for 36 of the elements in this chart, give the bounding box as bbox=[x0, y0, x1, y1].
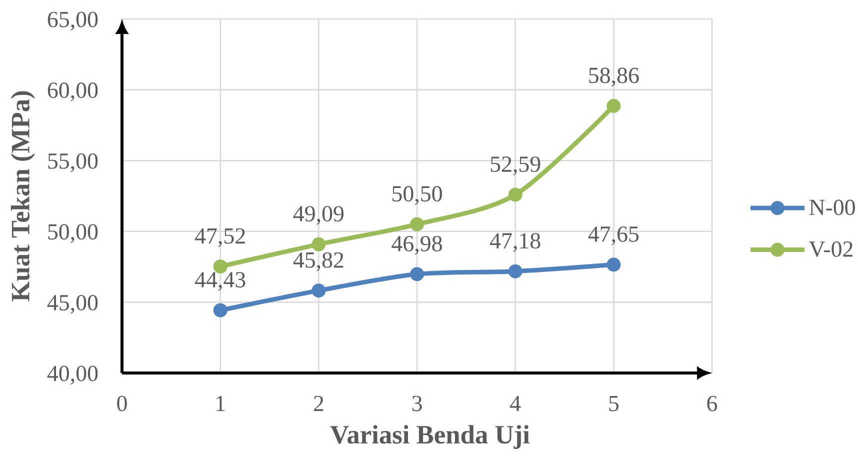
data-label: 47,65 bbox=[588, 226, 639, 246]
y-tick-label: 60,00 bbox=[48, 82, 98, 102]
x-tick-label: 5 bbox=[609, 396, 619, 412]
x-tick-label: 2 bbox=[314, 396, 324, 411]
y-tick-label: 45,00 bbox=[47, 294, 98, 314]
point bbox=[312, 237, 326, 252]
y-tick-label: 40,00 bbox=[47, 366, 98, 385]
x-tick-label: 4 bbox=[510, 396, 521, 411]
x-tick-label: 0 bbox=[117, 396, 127, 412]
y-tick-label: 65,00 bbox=[48, 12, 98, 31]
point bbox=[410, 267, 424, 282]
data-label: 58,86 bbox=[589, 68, 639, 86]
legend-label: V-02 bbox=[808, 241, 852, 257]
y-tick-label: 55,00 bbox=[48, 153, 98, 172]
data-label: 44,43 bbox=[195, 272, 246, 291]
point bbox=[508, 264, 522, 278]
data-label: 47,18 bbox=[490, 233, 540, 252]
point bbox=[410, 217, 424, 232]
point bbox=[606, 258, 621, 272]
point bbox=[213, 303, 228, 318]
data-label: 52,59 bbox=[490, 156, 540, 176]
point bbox=[508, 188, 522, 202]
y-tick-label: 50,00 bbox=[48, 224, 98, 243]
x-tick-label: 1 bbox=[216, 396, 225, 411]
x-tick-label: 6 bbox=[707, 396, 718, 412]
legend-label: N-00 bbox=[809, 200, 855, 216]
data-label: 46,98 bbox=[392, 236, 442, 255]
point bbox=[312, 284, 326, 298]
x-tick-label: 3 bbox=[412, 396, 422, 412]
x-axis-title: Variasi Benda Uji bbox=[330, 425, 530, 450]
y-axis-title: Kuat Tekan (MPa) bbox=[10, 91, 35, 302]
point bbox=[606, 98, 621, 113]
data-label: 47,52 bbox=[195, 228, 245, 248]
data-label: 50,50 bbox=[392, 186, 442, 205]
data-label: 49,09 bbox=[293, 206, 344, 225]
data-label: 45,82 bbox=[293, 252, 344, 272]
